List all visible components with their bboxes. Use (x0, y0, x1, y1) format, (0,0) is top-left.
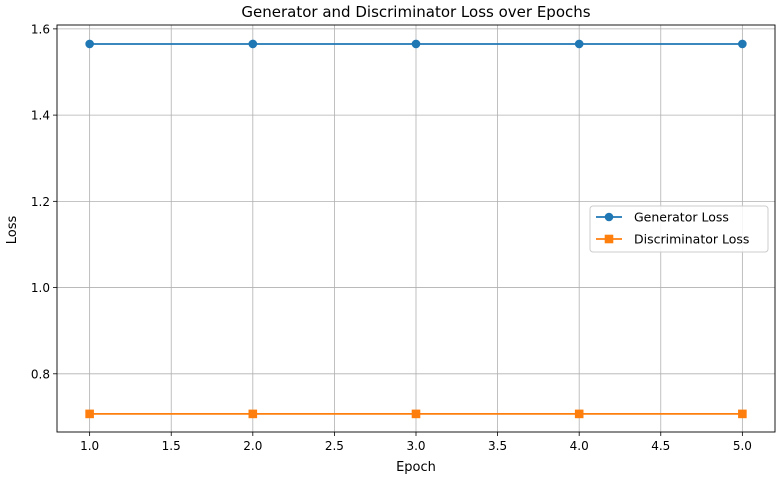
y-axis-label: Loss (5, 216, 20, 245)
y-tick-label: 1.2 (31, 195, 50, 209)
series-1-point (411, 39, 421, 49)
series-1-point (738, 39, 747, 49)
series-2-point (574, 409, 584, 419)
x-axis-label: Epoch (396, 460, 436, 475)
series-2-point (85, 409, 94, 419)
series-layer (85, 39, 747, 419)
series-1-point (248, 39, 258, 49)
legend-box (589, 205, 769, 253)
y-tick-label: 1.4 (31, 109, 50, 123)
legend-marker-1 (604, 212, 614, 222)
x-tick-label: 4.5 (651, 439, 670, 453)
y-tick-label: 1.6 (31, 22, 50, 36)
x-tick-label: 2.5 (325, 439, 344, 453)
legend-label-1: Generator Loss (634, 210, 729, 225)
grid-layer (57, 25, 775, 432)
x-tick-label: 3.0 (406, 439, 425, 453)
series-2-point (738, 409, 747, 419)
x-tick-label: 5.0 (733, 439, 752, 453)
tick-layer: 1.0 1.5 2.0 2.5 3.0 3.5 4.0 4.5 5.0 0.8 1.0 1.2 1.4 1… (31, 22, 752, 453)
x-tick-label: 3.5 (488, 439, 507, 453)
series-2-point (411, 409, 421, 419)
x-tick-label: 4.0 (570, 439, 589, 453)
x-tick-label: 1.0 (80, 439, 99, 453)
x-tick-label: 2.0 (243, 439, 262, 453)
chart-title: Generator and Discriminator Loss over Ep… (241, 3, 590, 21)
x-tick-label: 1.5 (162, 439, 181, 453)
series-1-point (85, 39, 94, 49)
legend: Generator Loss Discriminator Loss (589, 205, 769, 253)
y-tick-label: 0.8 (31, 367, 50, 381)
y-tick-label: 1.0 (31, 281, 50, 295)
legend-marker-2 (604, 234, 614, 244)
series-1-point (574, 39, 584, 49)
legend-label-2: Discriminator Loss (634, 232, 749, 247)
series-2-point (248, 409, 258, 419)
